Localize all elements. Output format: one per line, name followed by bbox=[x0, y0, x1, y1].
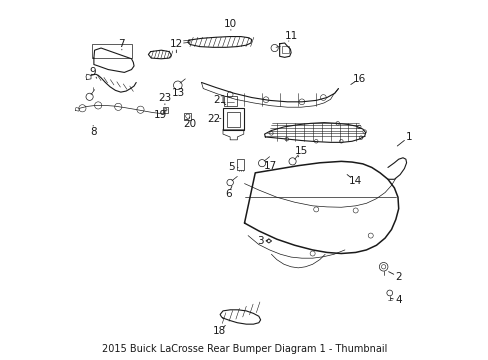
Text: 3: 3 bbox=[257, 236, 264, 246]
Text: 7: 7 bbox=[118, 39, 125, 49]
Text: 12: 12 bbox=[169, 40, 183, 49]
Text: 6: 6 bbox=[224, 189, 231, 199]
Text: 16: 16 bbox=[352, 74, 365, 84]
Text: 14: 14 bbox=[347, 176, 361, 186]
Text: 1: 1 bbox=[405, 132, 411, 142]
Text: 18: 18 bbox=[212, 326, 225, 336]
Bar bbox=[163, 107, 168, 113]
Text: 4: 4 bbox=[395, 295, 401, 305]
Bar bbox=[282, 45, 288, 53]
Bar bbox=[237, 159, 244, 170]
Text: 20: 20 bbox=[183, 119, 196, 129]
Bar bbox=[184, 113, 191, 120]
Bar bbox=[223, 108, 244, 130]
Text: 2015 Buick LaCrosse Rear Bumper Diagram 1 - Thumbnail: 2015 Buick LaCrosse Rear Bumper Diagram … bbox=[102, 344, 386, 354]
Bar bbox=[226, 112, 240, 127]
Text: 2: 2 bbox=[395, 272, 401, 282]
Text: 23: 23 bbox=[158, 93, 171, 103]
Text: 21: 21 bbox=[212, 95, 225, 105]
Text: 15: 15 bbox=[295, 146, 308, 156]
Text: 5: 5 bbox=[228, 162, 235, 172]
Text: 11: 11 bbox=[284, 31, 297, 41]
Bar bbox=[92, 44, 132, 58]
Text: 8: 8 bbox=[90, 127, 96, 136]
Text: 22: 22 bbox=[207, 114, 220, 124]
Text: 19: 19 bbox=[153, 110, 166, 120]
Text: 13: 13 bbox=[171, 88, 184, 98]
Text: 17: 17 bbox=[263, 161, 276, 171]
Bar bbox=[223, 96, 237, 107]
Text: 10: 10 bbox=[224, 19, 237, 29]
Text: 9: 9 bbox=[90, 67, 96, 77]
